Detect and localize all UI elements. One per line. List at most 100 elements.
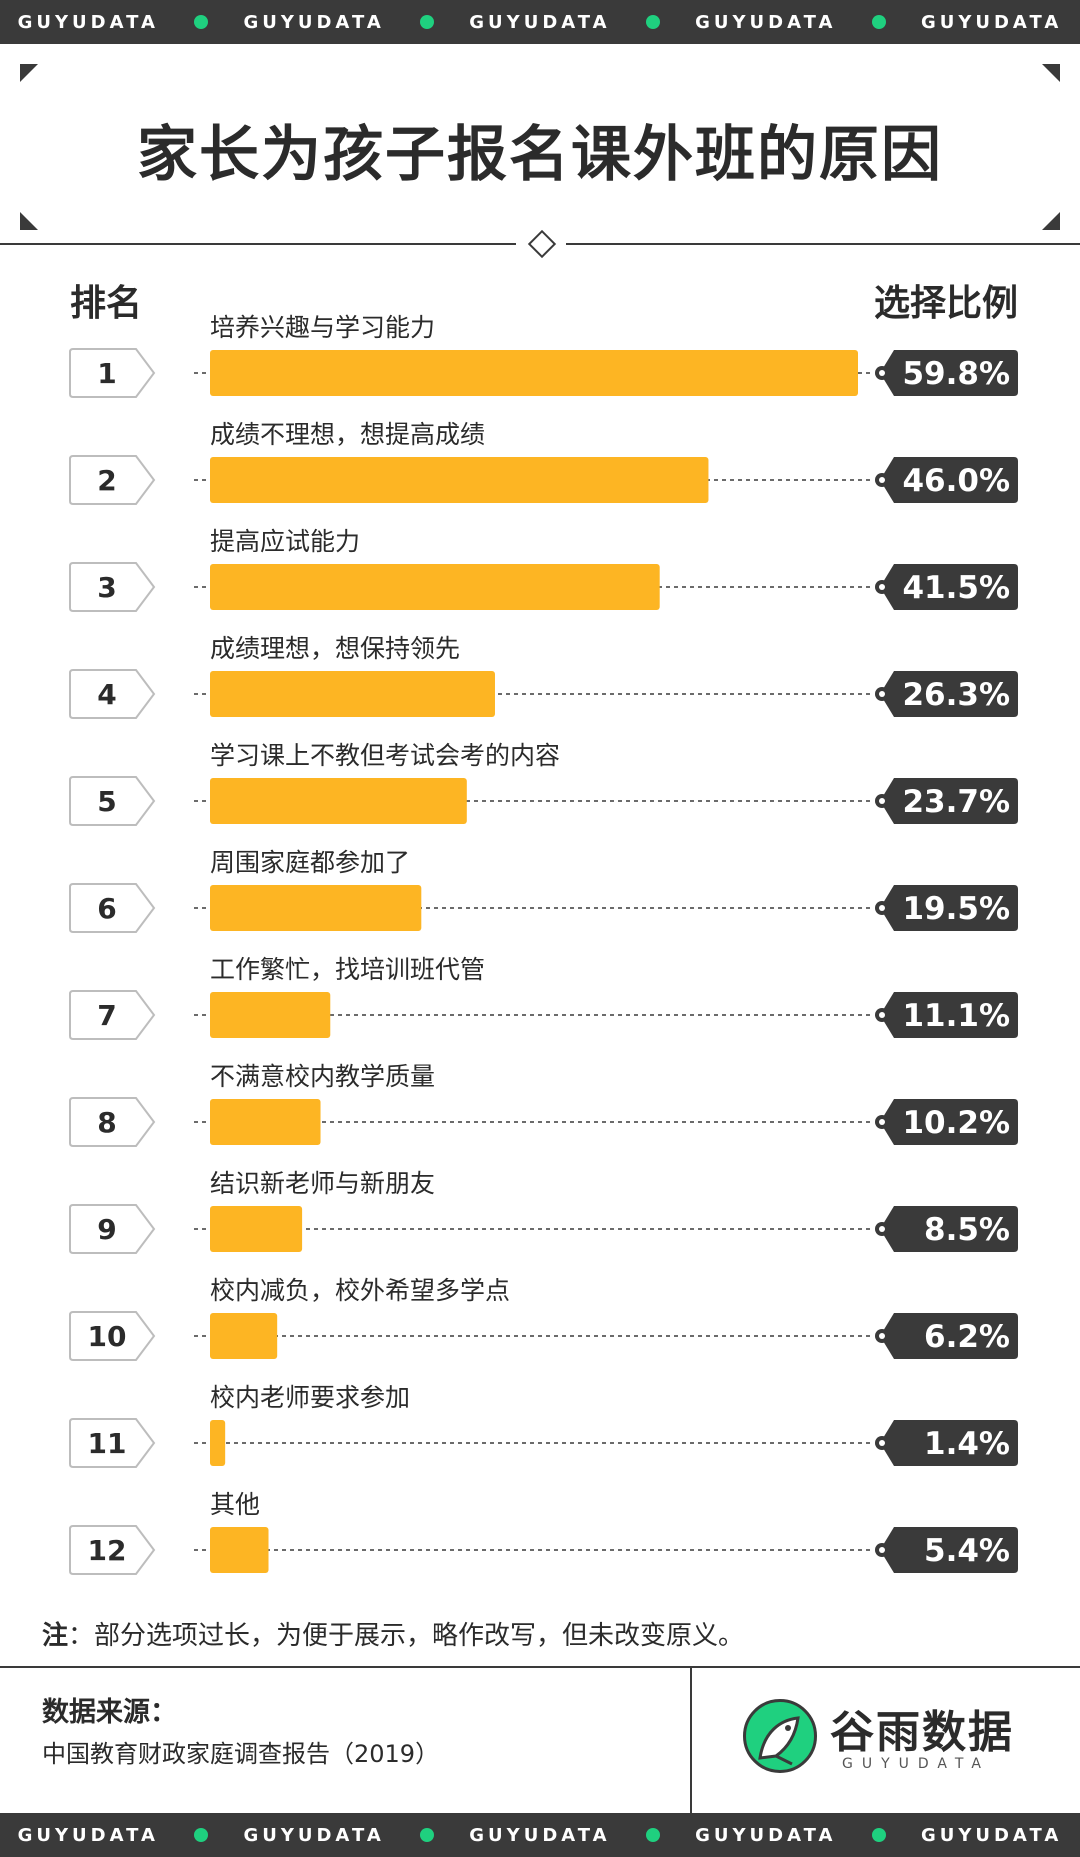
green-dot-icon — [194, 15, 209, 29]
green-dot-icon — [420, 15, 435, 29]
footnote: 注：部分选项过长，为便于展示，略作改写，但未改变原义。 — [42, 1615, 744, 1652]
value-label: 1.4% — [924, 1426, 1010, 1462]
rank-number: 3 — [97, 571, 116, 604]
rank-number: 9 — [97, 1213, 116, 1246]
tag-dot-inner — [879, 1440, 885, 1446]
rank-badge — [69, 1097, 156, 1147]
rank-badge — [69, 883, 156, 933]
rank-badge — [69, 776, 156, 826]
bar — [210, 1099, 321, 1145]
strip-word: GUYUDATA — [469, 11, 611, 33]
rank-number: 4 — [97, 678, 116, 711]
value-tag — [880, 1420, 1018, 1466]
value-label: 6.2% — [924, 1319, 1010, 1355]
value-tag — [880, 885, 1018, 931]
bar — [210, 1527, 269, 1573]
rank-badge — [69, 348, 156, 398]
rank-number: 5 — [97, 785, 116, 818]
rank-badge — [69, 669, 156, 719]
category-label: 校内老师要求参加 — [210, 1383, 410, 1412]
category-label: 工作繁忙，找培训班代管 — [210, 955, 485, 984]
bar — [210, 1420, 226, 1466]
value-label: 59.8% — [902, 356, 1010, 392]
rank-number: 7 — [97, 999, 116, 1032]
rank-badge — [69, 1311, 156, 1361]
category-label: 校内减负，校外希望多学点 — [210, 1276, 510, 1305]
green-dot-icon — [871, 1828, 886, 1842]
value-tag — [880, 350, 1018, 396]
value-tag — [880, 564, 1018, 610]
strip-word: GUYUDATA — [920, 11, 1063, 33]
rank-number: 2 — [97, 464, 116, 497]
bird-logo-icon — [743, 1699, 817, 1773]
brand-subtitle: GUYUDATA — [842, 1756, 990, 1772]
note-text: ：部分选项过长，为便于展示，略作改写，但未改变原义。 — [68, 1621, 745, 1651]
bar — [210, 1313, 278, 1359]
category-label: 结识新老师与新朋友 — [210, 1169, 435, 1198]
tag-dot-inner — [879, 477, 885, 483]
bar — [210, 778, 467, 824]
tag-dot-inner — [879, 1547, 885, 1553]
green-dot-icon — [871, 15, 886, 29]
green-dot-icon — [420, 1828, 435, 1842]
value-label: 23.7% — [902, 784, 1010, 820]
category-label: 其他 — [210, 1490, 260, 1519]
value-label: 41.5% — [902, 570, 1010, 606]
category-label: 提高应试能力 — [210, 527, 360, 556]
value-tag — [880, 1527, 1018, 1573]
footer-divider-vertical — [690, 1668, 692, 1813]
value-tag — [880, 778, 1018, 824]
strip-word: GUYUDATA — [243, 1824, 385, 1846]
green-dot-icon — [645, 1828, 660, 1842]
bar — [210, 885, 422, 931]
bar — [210, 457, 709, 503]
rank-number: 1 — [97, 357, 116, 390]
category-label: 成绩理想，想保持领先 — [210, 634, 460, 663]
bar — [210, 671, 495, 717]
category-label: 不满意校内教学质量 — [210, 1062, 435, 1091]
value-tag — [880, 1099, 1018, 1145]
value-tag — [880, 1313, 1018, 1359]
strip-word: GUYUDATA — [695, 1824, 837, 1846]
top-brand-strip: GUYUDATA GUYUDATA GUYUDATA GUYUDATA GUYU… — [0, 0, 1080, 44]
strip-word: GUYUDATA — [17, 1824, 159, 1846]
tag-dot-inner — [879, 691, 885, 697]
bar — [210, 1206, 303, 1252]
rank-badge — [69, 1525, 156, 1575]
rank-badge — [69, 1418, 156, 1468]
footer-divider — [0, 1666, 1080, 1668]
category-label: 学习课上不教但考试会考的内容 — [210, 741, 560, 770]
value-tag — [880, 457, 1018, 503]
value-label: 19.5% — [902, 891, 1010, 927]
tag-dot-inner — [879, 1119, 885, 1125]
value-label: 11.1% — [902, 998, 1010, 1034]
value-label: 5.4% — [924, 1533, 1010, 1569]
bar-chart: 1 培养兴趣与学习能力 59.8% 2 成绩不理想，想提高成绩 46.0% 3 提高应试能力 4… — [69, 313, 1018, 1575]
rank-number: 11 — [88, 1427, 127, 1460]
rank-number: 10 — [88, 1320, 127, 1353]
category-label: 成绩不理想，想提高成绩 — [210, 420, 485, 449]
bar — [210, 350, 858, 396]
value-tag — [880, 992, 1018, 1038]
tag-dot-inner — [879, 1012, 885, 1018]
strip-word: GUYUDATA — [243, 11, 385, 33]
bar — [210, 992, 331, 1038]
bar — [210, 564, 660, 610]
value-tag — [880, 671, 1018, 717]
green-dot-icon — [194, 1828, 209, 1842]
corner-triangle-icon — [1042, 64, 1060, 82]
corner-triangle-icon — [20, 64, 38, 82]
rank-badge — [69, 990, 156, 1040]
corner-triangle-icon — [1042, 212, 1060, 230]
category-label: 培养兴趣与学习能力 — [210, 313, 435, 342]
divider-line — [566, 243, 1080, 245]
tag-dot-inner — [879, 584, 885, 590]
green-dot-icon — [645, 15, 660, 29]
page-title: 家长为孩子报名课外班的原因 — [137, 120, 943, 190]
rank-badge — [69, 455, 156, 505]
corner-triangle-icon — [20, 212, 38, 230]
value-tag — [880, 1206, 1018, 1252]
rank-header: 排名 — [70, 283, 143, 324]
rank-number: 12 — [88, 1534, 127, 1567]
rank-badge — [69, 562, 156, 612]
